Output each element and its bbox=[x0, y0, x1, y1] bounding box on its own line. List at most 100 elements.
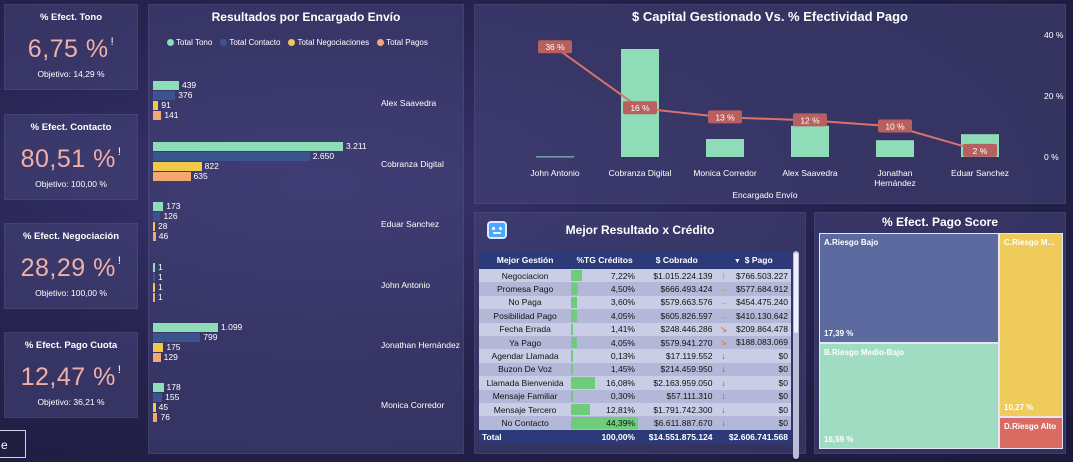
bar-tono[interactable] bbox=[153, 323, 219, 332]
tg-data-bar bbox=[571, 270, 583, 282]
treemap-cell-riesgo-medio-bajo[interactable]: B.Riesgo Medio-Bajo 16,59 % bbox=[819, 343, 999, 449]
bar-value-label: 635 bbox=[193, 171, 208, 181]
cell-pago: → $577.684.912 bbox=[715, 282, 791, 296]
treemap-cell-riesgo-bajo[interactable]: A.Riesgo Bajo 17,39 % bbox=[819, 233, 999, 343]
bar-value-label: 91 bbox=[161, 100, 171, 110]
table-row[interactable]: Promesa Pago 4,50% $666.493.424 → $577.684.9… bbox=[479, 282, 791, 296]
bar-value-label: 175 bbox=[166, 342, 181, 352]
capital-column[interactable] bbox=[876, 140, 914, 157]
treemap-cell-riesgo-alto[interactable]: D.Riesgo Alto bbox=[999, 417, 1063, 449]
arrow-down-icon: ↓ bbox=[721, 377, 726, 388]
kpi-card-efect-tono: % Efect. Tono 6,75 %! Objetivo: 14,29 % bbox=[4, 4, 138, 90]
cell-tg: 0,30% bbox=[571, 389, 638, 403]
bar-negociaciones[interactable] bbox=[153, 101, 159, 110]
group-name: Jonathan Hernández bbox=[381, 340, 460, 350]
bar-pagos[interactable] bbox=[153, 111, 162, 120]
capital-column[interactable] bbox=[791, 125, 829, 157]
bar-pagos[interactable] bbox=[153, 232, 156, 241]
table-row[interactable]: Mensaje Tercero 12,81% $1.791.742.300 ↓ $0 bbox=[479, 402, 791, 417]
bar-tono[interactable] bbox=[153, 202, 164, 211]
table-row[interactable]: Ya Pago 4,05% $579.941.270 ↘ $188.083.069 bbox=[479, 335, 791, 350]
table-row[interactable]: No Paga 3,60% $579.663.576 → $454.475.240 bbox=[479, 295, 791, 310]
robot-icon bbox=[487, 221, 507, 239]
bar-contacto[interactable] bbox=[153, 212, 161, 221]
legend-item[interactable]: Total Tono bbox=[167, 38, 212, 47]
treemap-cell-riesgo-medio[interactable]: C.Riesgo M... 10,27 % bbox=[999, 233, 1063, 417]
page-nav-button[interactable]: e bbox=[0, 430, 26, 458]
bar-pagos[interactable] bbox=[153, 172, 191, 181]
kpi-value: 80,51 %! bbox=[20, 145, 122, 173]
group-name: Monica Corredor bbox=[381, 400, 445, 410]
bar-contacto[interactable] bbox=[153, 91, 176, 100]
table-row[interactable]: Llamada Bienvenida 16,08% $2.163.959.050 ↓ $… bbox=[479, 376, 791, 390]
capital-efectividad-chart: 36 % 16 % 13 % 12 % 10 % 2 % John Antonio Cobra… bbox=[530, 30, 1064, 200]
efectividad-point-label: 2 % bbox=[963, 143, 997, 157]
bar-negociaciones[interactable] bbox=[153, 403, 156, 412]
cell-cobrado: $605.826.597 bbox=[638, 309, 716, 323]
table-row[interactable]: No Contacto 44,39% $6.611.887.670 ↓ $0 bbox=[479, 416, 791, 430]
capital-column[interactable] bbox=[536, 156, 574, 158]
bar-contacto[interactable] bbox=[153, 273, 155, 282]
cell-tg: 7,22% bbox=[571, 269, 638, 283]
arrow-down-icon: ↓ bbox=[721, 364, 726, 375]
col-header-gestion[interactable]: Mejor Gestión bbox=[479, 251, 572, 269]
capital-column[interactable] bbox=[706, 139, 744, 157]
bar-tono[interactable] bbox=[153, 383, 164, 392]
cell-cobrado: $1.015.224.139 bbox=[638, 269, 716, 283]
efectividad-point-label: 10 % bbox=[878, 119, 912, 133]
efectividad-line bbox=[554, 46, 981, 152]
legend-item[interactable]: Total Negociaciones bbox=[288, 38, 369, 47]
col-header-tg[interactable]: %TG Créditos bbox=[571, 251, 638, 269]
legend-label: Total Negociaciones bbox=[297, 38, 370, 47]
total-pago: $2.606.741.568 bbox=[715, 429, 791, 444]
bar-negociaciones[interactable] bbox=[153, 162, 202, 171]
legend-item[interactable]: Total Pagos bbox=[377, 38, 428, 47]
bar-tono[interactable] bbox=[153, 142, 343, 151]
cell-gestion: Negociacion bbox=[479, 269, 572, 283]
cell-cobrado: $1.791.742.300 bbox=[638, 402, 716, 417]
bar-tono[interactable] bbox=[153, 263, 155, 272]
col-header-cobrado[interactable]: $ Cobrado bbox=[638, 251, 716, 269]
table-row[interactable]: Posibilidad Pago 4,05% $605.826.597 → $410.1… bbox=[479, 309, 791, 323]
bar-negociaciones[interactable] bbox=[153, 283, 155, 292]
cell-tg: 44,39% bbox=[571, 416, 638, 430]
bar-negociaciones[interactable] bbox=[153, 343, 164, 352]
col-header-pago[interactable]: ▼ $ Pago bbox=[715, 251, 791, 269]
bar-contacto[interactable] bbox=[153, 333, 201, 342]
table-scroll-thumb[interactable] bbox=[794, 253, 798, 333]
cell-gestion: Mensaje Tercero bbox=[479, 402, 572, 417]
bar-contacto[interactable] bbox=[153, 152, 310, 161]
bar-value-label: 129 bbox=[163, 352, 178, 362]
bar-pagos[interactable] bbox=[153, 353, 161, 362]
x-axis-title: Encargado Envío bbox=[732, 190, 797, 200]
table-row[interactable]: Buzon De Voz 1,45% $214.459.950 ↓ $0 bbox=[479, 362, 791, 377]
cell-cobrado: $57.111.310 bbox=[638, 389, 716, 403]
bar-pagos[interactable] bbox=[153, 293, 155, 302]
legend-label: Total Pagos bbox=[386, 38, 428, 47]
table-row[interactable]: Negociacion 7,22% $1.015.224.139 ↑ $766.503.… bbox=[479, 269, 791, 283]
cell-gestion: Promesa Pago bbox=[479, 282, 572, 296]
table-scrollbar[interactable] bbox=[793, 251, 799, 459]
panel-title: Mejor Resultado x Crédito bbox=[565, 223, 715, 237]
cell-gestion: Llamada Bienvenida bbox=[479, 376, 572, 390]
legend-item[interactable]: Total Contacto bbox=[220, 38, 280, 47]
bar-contacto[interactable] bbox=[153, 393, 163, 402]
bar-pagos[interactable] bbox=[153, 413, 158, 422]
cell-tg: 4,05% bbox=[571, 335, 638, 350]
table-row[interactable]: Fecha Errada 1,41% $248.446.286 ↘ $209.864.4… bbox=[479, 322, 791, 336]
tg-data-bar bbox=[571, 350, 574, 362]
table-row[interactable]: Mensaje Familiar 0,30% $57.111.310 ↓ $0 bbox=[479, 389, 791, 403]
tg-data-bar bbox=[571, 336, 578, 349]
table-row[interactable]: Agendar Llamada 0,13% $17.119.552 ↓ $0 bbox=[479, 349, 791, 363]
kpi-objective: Objetivo: 36,21 % bbox=[37, 397, 105, 407]
cell-tg: 4,50% bbox=[571, 282, 638, 296]
bar-tono[interactable] bbox=[153, 81, 179, 90]
bar-group: 178 155 45 76 Monica Corredor bbox=[153, 382, 483, 431]
y2-tick-label: 40 % bbox=[1044, 30, 1064, 40]
cell-cobrado: $6.611.887.670 bbox=[638, 416, 716, 430]
bar-value-label: 155 bbox=[165, 392, 180, 402]
cell-label: C.Riesgo M... bbox=[1004, 238, 1055, 247]
legend-label: Total Contacto bbox=[229, 38, 281, 47]
bar-negociaciones[interactable] bbox=[153, 222, 155, 231]
cell-value: 10,27 % bbox=[1004, 403, 1034, 412]
